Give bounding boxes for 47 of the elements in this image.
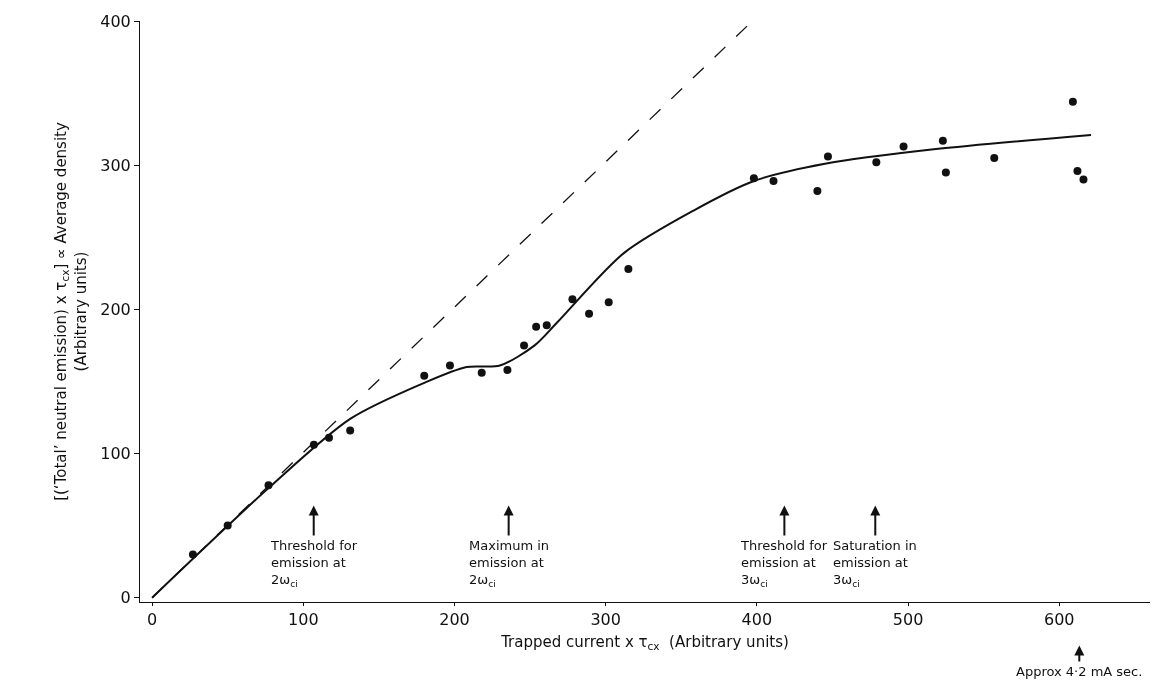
point	[542, 321, 551, 330]
point	[309, 440, 318, 449]
x-tick-label: 0	[147, 610, 158, 630]
point	[1068, 97, 1077, 106]
y-tick-label: 400	[100, 11, 131, 31]
point	[872, 158, 881, 167]
point	[1073, 166, 1082, 175]
point	[346, 426, 355, 435]
x-axis-title: Trapped current x τ$_{cx}$ (Arbitrary units)	[500, 633, 789, 653]
point	[420, 371, 429, 380]
point	[604, 298, 613, 307]
point	[445, 361, 454, 370]
point	[325, 433, 333, 442]
point	[223, 521, 232, 530]
annotation: Threshold for emission at 2ω$_{ci}$	[270, 538, 358, 589]
point	[624, 264, 633, 273]
x-tick-label: 500	[892, 610, 924, 630]
point	[899, 142, 908, 151]
point	[938, 136, 947, 145]
annotation: Threshold for emission at 3ω$_{ci}$	[740, 538, 828, 589]
point	[477, 368, 486, 377]
point	[264, 481, 273, 490]
point	[1079, 175, 1088, 184]
annotation: Saturation in emission at 3ω$_{ci}$	[833, 538, 917, 589]
point	[813, 187, 822, 196]
point	[823, 152, 832, 161]
x-tick-label: 600	[1044, 610, 1075, 630]
point	[769, 177, 778, 186]
point	[990, 153, 999, 162]
point	[503, 365, 512, 374]
y-tick-label: 300	[100, 155, 131, 175]
y-tick-label: 200	[100, 299, 131, 319]
y-tick-label: 0	[120, 588, 131, 608]
point	[188, 550, 197, 559]
point	[749, 174, 758, 183]
point	[520, 341, 529, 350]
x-tick-label: 200	[439, 610, 470, 630]
y-tick-label: 100	[100, 444, 131, 464]
x-tick-label: 300	[590, 610, 621, 630]
x-tick-label: 400	[741, 610, 773, 630]
point	[532, 322, 541, 331]
point	[585, 309, 594, 318]
point	[941, 168, 950, 177]
text: Approx 4·2 mA sec.	[1016, 664, 1143, 679]
annotation: Maximum in emission at 2ω$_{ci}$	[469, 538, 550, 589]
x-tick-label: 100	[288, 610, 319, 630]
point	[568, 295, 577, 304]
